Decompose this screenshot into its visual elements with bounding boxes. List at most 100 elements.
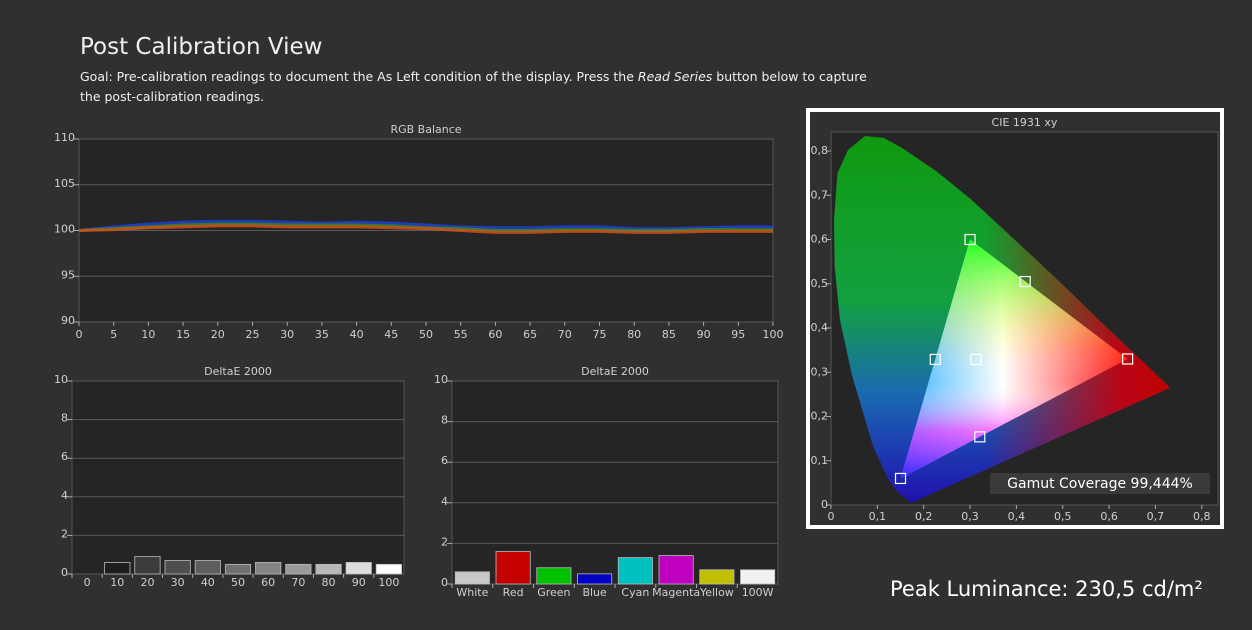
bar <box>617 557 653 585</box>
target-point <box>974 431 986 443</box>
y-tick-label: 0 <box>61 566 68 579</box>
y-tick-label: 90 <box>61 314 75 327</box>
x-tick-label: 45 <box>384 328 398 341</box>
x-tick-label: 100 <box>763 328 784 341</box>
x-tick-label: 60 <box>261 576 275 589</box>
x-tick-label: Cyan <box>621 586 649 599</box>
x-tick-label: 50 <box>231 576 245 589</box>
y-tick-label: 0,8 <box>811 144 829 157</box>
y-tick-label: 6 <box>61 450 68 463</box>
x-tick-label: 60 <box>488 328 502 341</box>
bar <box>740 569 776 585</box>
y-tick-label: 100 <box>54 223 75 236</box>
x-tick-label: 5 <box>110 328 117 341</box>
x-tick-label: 0,3 <box>961 510 979 523</box>
bar <box>454 571 490 585</box>
bar <box>134 556 161 575</box>
x-tick-label: 0,2 <box>915 510 933 523</box>
x-tick-label: Yellow <box>699 586 734 599</box>
x-tick-label: 100 <box>378 576 399 589</box>
x-tick-label: 90 <box>697 328 711 341</box>
x-tick-label: 20 <box>140 576 154 589</box>
bar <box>699 569 735 585</box>
y-tick-label: 95 <box>61 268 75 281</box>
bar <box>285 563 312 575</box>
x-tick-label: 0,6 <box>1100 510 1118 523</box>
cie-frame <box>806 108 1224 529</box>
x-tick-label: 0,8 <box>1193 510 1211 523</box>
y-tick-label: 0,5 <box>811 277 829 290</box>
y-tick-label: 10 <box>54 373 68 386</box>
y-tick-label: 8 <box>61 412 68 425</box>
y-tick-label: 2 <box>441 535 448 548</box>
bar <box>375 563 402 575</box>
x-tick-label: Blue <box>582 586 607 599</box>
x-tick-label: 0 <box>84 576 91 589</box>
x-tick-label: 25 <box>246 328 260 341</box>
y-tick-label: 110 <box>54 131 75 144</box>
x-tick-label: 75 <box>593 328 607 341</box>
bar <box>536 567 572 585</box>
x-tick-label: 50 <box>419 328 433 341</box>
series-line <box>78 219 773 232</box>
goal-emphasis: Read Series <box>637 69 713 84</box>
bar <box>577 573 613 585</box>
x-tick-label: 10 <box>110 576 124 589</box>
gamut-coverage: Gamut Coverage 99,444% <box>1007 476 1193 492</box>
annotation-box <box>990 473 1210 494</box>
target-point <box>894 472 907 485</box>
x-tick-label: 10 <box>141 328 155 341</box>
x-tick-label: 55 <box>454 328 468 341</box>
goal-suffix: button below to capture the post-calibra… <box>80 69 867 104</box>
x-tick-label: 85 <box>662 328 676 341</box>
chart-title: DeltaE 2000 <box>581 365 649 378</box>
x-tick-label: 40 <box>350 328 364 341</box>
x-tick-label: 65 <box>523 328 537 341</box>
x-tick-label: 0 <box>76 328 83 341</box>
y-tick-label: 0 <box>821 498 828 511</box>
y-tick-label: 0,4 <box>811 321 829 334</box>
y-tick-label: 0,6 <box>811 233 829 246</box>
y-tick-label: 6 <box>441 454 448 467</box>
bar <box>194 560 221 575</box>
y-tick-label: 4 <box>441 495 448 508</box>
target-point <box>970 353 982 366</box>
bar <box>104 562 131 575</box>
x-tick-label: 70 <box>291 576 305 589</box>
gamut-triangle-shade <box>900 239 1128 479</box>
x-tick-label: 35 <box>315 328 329 341</box>
x-tick-label: White <box>456 586 488 599</box>
x-tick-label: 0,5 <box>1054 510 1072 523</box>
x-tick-label: 100W <box>742 586 774 599</box>
bar <box>658 555 694 585</box>
bar <box>255 562 282 575</box>
x-tick-label: 15 <box>176 328 190 341</box>
x-tick-label: 95 <box>731 328 745 341</box>
y-tick-label: 4 <box>61 489 68 502</box>
target-point <box>1019 275 1031 288</box>
bar <box>345 562 372 575</box>
peak-luminance: Peak Luminance: 230,5 cd/m² <box>890 577 1203 601</box>
series-line <box>78 224 773 234</box>
plot-area <box>71 380 405 575</box>
x-tick-label: 0,4 <box>1008 510 1026 523</box>
y-tick-label: 8 <box>441 414 448 427</box>
x-tick-label: Magenta <box>652 586 700 599</box>
target-point <box>1122 353 1134 365</box>
y-tick-label: 0,2 <box>811 410 829 423</box>
y-tick-label: 2 <box>61 527 68 540</box>
x-tick-label: 80 <box>627 328 641 341</box>
x-tick-label: 80 <box>322 576 336 589</box>
x-tick-label: 0,1 <box>869 510 887 523</box>
y-tick-label: 0 <box>441 576 448 589</box>
x-tick-label: 40 <box>201 576 215 589</box>
x-tick-label: 70 <box>558 328 572 341</box>
x-tick-label: 20 <box>211 328 225 341</box>
x-tick-label: 30 <box>280 328 294 341</box>
y-tick-label: 105 <box>54 177 75 190</box>
bar <box>315 563 342 575</box>
chart-title: CIE 1931 xy <box>992 116 1058 129</box>
